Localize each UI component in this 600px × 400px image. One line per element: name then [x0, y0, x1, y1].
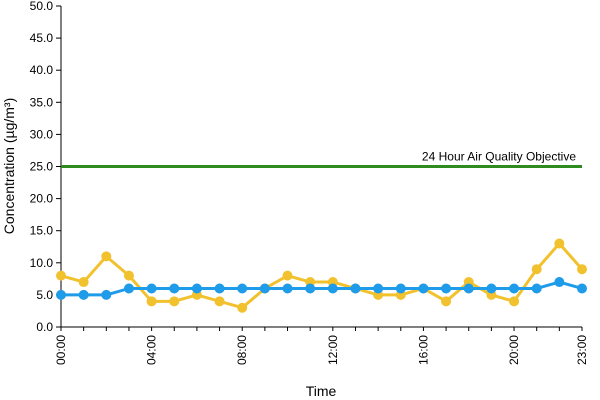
data-point: [123, 283, 134, 294]
data-point: [237, 283, 248, 294]
air-quality-objective-label: 24 Hour Air Quality Objective: [422, 150, 576, 164]
y-tick-label: 25.0: [30, 160, 54, 174]
data-point: [509, 283, 520, 294]
data-point: [577, 283, 587, 294]
data-point: [214, 283, 225, 294]
data-point: [56, 289, 66, 300]
data-point: [123, 270, 134, 281]
data-point: [373, 283, 384, 294]
data-point: [418, 283, 429, 294]
data-point: [56, 270, 66, 281]
series-0: [56, 238, 587, 313]
series-line: [61, 280, 583, 297]
data-point: [441, 296, 452, 307]
data-point: [146, 296, 157, 307]
y-axis-ticks: 0.0 5.0 10.0 15.0 20.0 25.0 30.0 35.0 40.0 45.0 50…: [30, 0, 61, 334]
x-tick-label: 00:00: [54, 335, 68, 365]
data-point: [214, 296, 225, 307]
y-tick-label: 45.0: [30, 31, 54, 45]
y-axis-title: Concentration (µg/m³): [1, 98, 17, 234]
y-tick-label: 30.0: [30, 127, 54, 141]
data-point: [169, 296, 180, 307]
y-tick-label: 0.0: [36, 320, 53, 334]
data-point: [577, 264, 587, 275]
data-point: [146, 283, 157, 294]
data-point: [531, 283, 542, 294]
data-point: [327, 283, 338, 294]
data-point: [486, 283, 497, 294]
data-point: [282, 270, 293, 281]
data-point: [463, 283, 474, 294]
data-point: [305, 283, 316, 294]
x-tick-label: 08:00: [235, 335, 249, 365]
data-point: [509, 296, 520, 307]
y-tick-label: 15.0: [30, 224, 54, 238]
x-tick-label: 23:00: [575, 335, 589, 365]
data-point: [554, 238, 565, 249]
data-point: [78, 277, 89, 288]
data-point: [237, 302, 248, 313]
x-axis-title: Time: [306, 383, 337, 399]
x-tick-label: 04:00: [145, 335, 159, 365]
data-point: [282, 283, 293, 294]
y-tick-label: 50.0: [30, 0, 54, 13]
data-point: [259, 283, 270, 294]
y-tick-label: 5.0: [36, 288, 53, 302]
data-point: [554, 277, 565, 288]
series-line: [60, 242, 584, 310]
data-point: [350, 283, 361, 294]
data-point: [191, 283, 202, 294]
data-point: [101, 289, 112, 300]
x-tick-label: 12:00: [326, 335, 340, 365]
series-layer: [56, 238, 587, 313]
data-point: [441, 283, 452, 294]
x-tick-label: 16:00: [416, 335, 430, 365]
y-tick-label: 40.0: [30, 63, 54, 77]
y-tick-label: 20.0: [30, 192, 54, 206]
y-tick-label: 10.0: [30, 256, 54, 270]
data-point: [531, 264, 542, 275]
data-point: [395, 283, 406, 294]
data-point: [78, 289, 89, 300]
data-point: [101, 251, 112, 262]
x-tick-label: 20:00: [507, 335, 521, 365]
y-tick-label: 35.0: [30, 95, 54, 109]
series-1: [56, 277, 587, 300]
x-axis-ticks: 00:00 04:00 08:00 12:00 16:00 20:00 23:00: [54, 327, 589, 365]
data-point: [169, 283, 180, 294]
